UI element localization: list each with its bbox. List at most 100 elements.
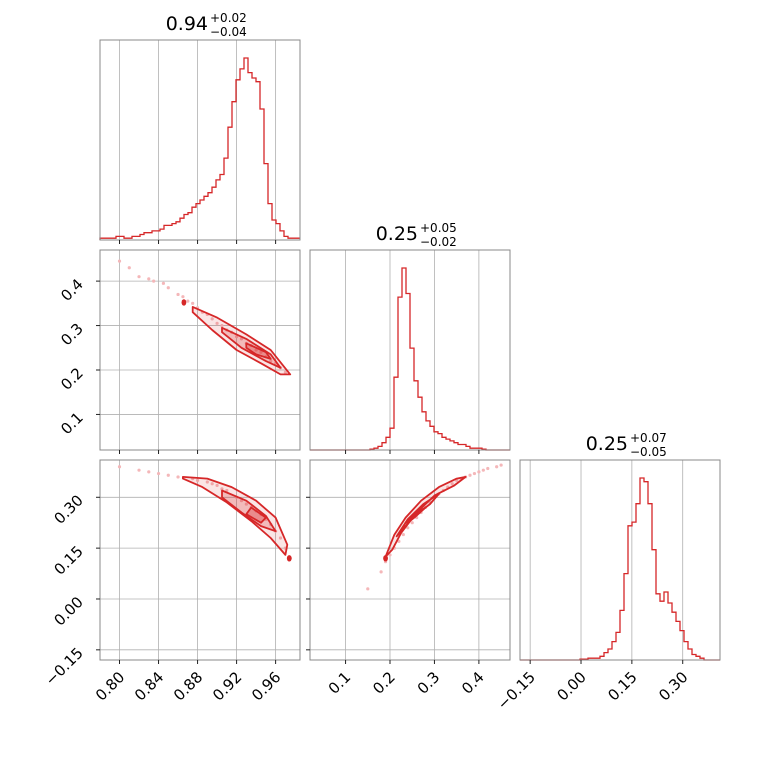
sample-point [181, 295, 185, 299]
x-tick-label: 0.1 [325, 668, 355, 698]
density-blob [181, 299, 187, 306]
sample-point [278, 536, 283, 540]
sample-point [161, 281, 166, 285]
density-blob [286, 555, 292, 562]
sample-point [137, 275, 141, 279]
contour-line-2 [245, 342, 272, 360]
sample-point [166, 286, 170, 290]
x-tick-label: 0.00 [553, 668, 589, 704]
panel-frame [519, 459, 721, 661]
x-tick-label: 0.30 [655, 668, 691, 704]
title-value: 0.25 [586, 433, 628, 455]
histogram-line-0 [99, 57, 300, 240]
sample-point [379, 570, 383, 574]
sample-point [486, 466, 490, 471]
sample-point [195, 478, 200, 482]
sample-point [234, 335, 239, 339]
sample-point [215, 483, 219, 488]
panel-title-1: 0.25 +0.05−0.02 [376, 221, 457, 249]
sample-point [117, 259, 122, 263]
title-plus: +0.05 [420, 221, 457, 235]
x-tick-label: 0.96 [248, 668, 284, 704]
title-minus: −0.05 [630, 445, 667, 459]
contour-fill-0 [385, 476, 466, 557]
y-tick-label: 0.1 [57, 409, 87, 439]
sample-point [472, 471, 477, 476]
sample-point [406, 526, 410, 530]
panel-frame [99, 249, 301, 451]
sample-point [191, 301, 195, 305]
x-tick-label: −0.15 [494, 668, 539, 713]
sample-point [410, 521, 414, 525]
x-tick-label: 0.92 [209, 668, 245, 704]
y-tick-label: 0.30 [50, 491, 86, 527]
histogram-line-1 [310, 267, 510, 451]
sample-point [186, 299, 190, 303]
contour-fill-2 [246, 343, 271, 359]
sample-point [239, 337, 244, 341]
sample-point [205, 480, 209, 484]
histogram-panel-1: 0.25 +0.05−0.02 [309, 221, 511, 451]
sample-point [259, 350, 263, 354]
title-plus: +0.07 [630, 431, 667, 445]
contour-line-2 [404, 506, 427, 524]
panel-frame [309, 249, 511, 451]
title-minus: −0.02 [420, 235, 457, 249]
x-tick-label: 0.80 [92, 668, 128, 704]
sample-point [137, 468, 141, 472]
scatter-panel-2 [309, 459, 511, 661]
y-tick-label: −0.15 [42, 644, 87, 689]
sample-point [477, 470, 481, 474]
contour-line-1 [221, 489, 277, 533]
x-tick-label: 0.3 [414, 668, 444, 698]
panel-frame [99, 459, 301, 661]
contour-line-1 [395, 493, 440, 538]
sample-point [481, 468, 485, 472]
sample-point [127, 266, 131, 270]
y-tick-label: 0.4 [57, 275, 87, 305]
sample-point [147, 277, 151, 281]
y-tick-label: 0.15 [50, 542, 86, 578]
title-value: 0.25 [376, 223, 418, 245]
sample-point [244, 502, 248, 506]
sample-point [450, 482, 454, 486]
contour-line-0 [182, 476, 289, 556]
panel-title-2: 0.25 +0.07−0.05 [586, 431, 667, 459]
sample-point [215, 321, 219, 325]
sample-point [176, 292, 180, 297]
histogram-panel-0: 0.94 +0.02−0.04 [99, 11, 301, 241]
scatter-panel-0 [99, 249, 301, 451]
sample-point [152, 279, 156, 283]
sample-point [269, 359, 273, 363]
sample-point [210, 317, 214, 321]
y-tick-label: 0.3 [57, 320, 87, 350]
histogram-panel-2: 0.25 +0.07−0.05 [519, 431, 721, 661]
x-tick-label: 0.4 [458, 668, 488, 698]
sample-point [176, 475, 180, 479]
title-plus: +0.02 [210, 11, 247, 25]
y-tick-label: 0.00 [50, 593, 86, 629]
y-tick-label: 0.2 [57, 364, 87, 394]
sample-point [156, 471, 161, 476]
x-tick-label: 0.88 [170, 668, 206, 704]
sample-point [495, 465, 499, 469]
sample-point [147, 470, 151, 474]
sample-point [117, 465, 122, 469]
scatter-panel-1 [99, 459, 301, 661]
density-blob [383, 555, 388, 562]
contour-line-2 [245, 506, 267, 524]
x-tick-label: 0.84 [131, 668, 167, 704]
x-tick-label: 0.15 [604, 668, 640, 704]
sample-point [397, 539, 401, 543]
sample-point [468, 473, 472, 477]
sample-point [220, 487, 224, 491]
panel-frame [99, 39, 301, 241]
sample-point [366, 587, 370, 591]
title-value: 0.94 [166, 13, 208, 35]
sample-point [166, 473, 170, 477]
sample-point [210, 482, 214, 486]
sample-point [499, 463, 503, 467]
contour-line-0 [384, 476, 467, 558]
contour-fill-2 [246, 507, 266, 523]
